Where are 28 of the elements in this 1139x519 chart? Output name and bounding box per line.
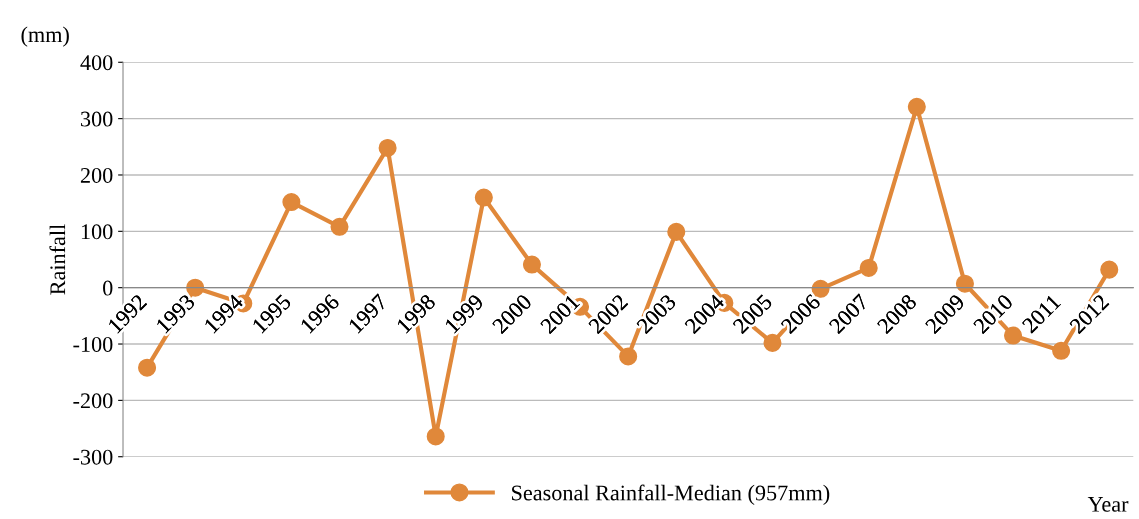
point <box>1052 341 1071 360</box>
legend-label: Seasonal Rainfall-Median (957mm) <box>512 484 830 505</box>
point <box>859 258 878 277</box>
point <box>282 192 301 212</box>
y-tick-label: 300 <box>81 111 113 127</box>
x-axis-title: Year <box>1087 497 1129 512</box>
point <box>330 217 349 236</box>
point <box>522 255 541 274</box>
y-tick-label: 400 <box>80 55 113 71</box>
point <box>907 97 926 116</box>
y-tick-label: 200 <box>80 167 113 183</box>
point <box>667 222 686 241</box>
point <box>138 358 157 377</box>
point <box>763 333 782 352</box>
point <box>474 188 493 207</box>
y-tick-label: -100 <box>73 336 113 352</box>
y-axis-title: Rainfall <box>49 224 66 295</box>
point <box>955 274 974 293</box>
point <box>619 347 638 366</box>
y-tick-label: -200 <box>73 393 113 409</box>
y-tick-label: 0 <box>103 280 113 296</box>
point <box>1100 260 1119 279</box>
text: (mm) <box>21 26 69 47</box>
y-tick-label: 100 <box>81 224 113 240</box>
point <box>186 278 205 297</box>
y-tick-label: -300 <box>73 449 113 465</box>
point <box>378 138 397 157</box>
point <box>426 427 445 446</box>
